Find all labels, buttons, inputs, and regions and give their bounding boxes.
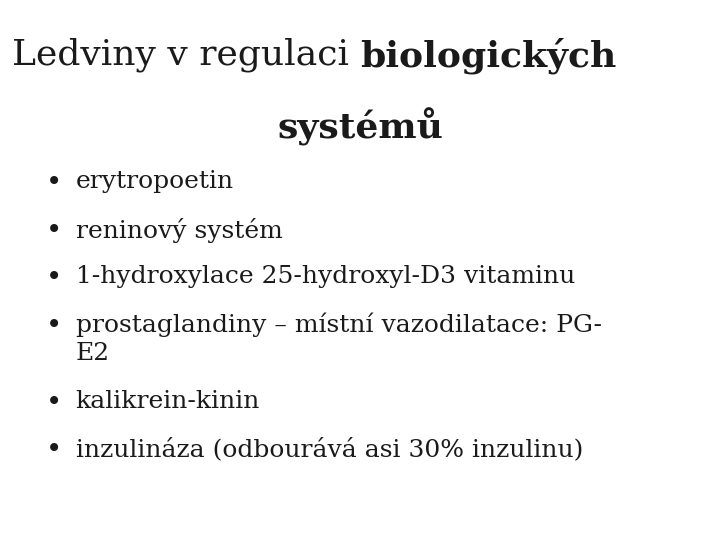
Text: 1-hydroxylace 25-hydroxyl-D3 vitaminu: 1-hydroxylace 25-hydroxyl-D3 vitaminu: [76, 265, 575, 288]
Text: E2: E2: [76, 342, 109, 366]
Text: •: •: [46, 437, 62, 464]
Text: prostaglandiny – místní vazodilatace: PG-: prostaglandiny – místní vazodilatace: PG…: [76, 313, 602, 337]
Text: •: •: [46, 390, 62, 417]
Text: •: •: [46, 218, 62, 245]
Text: •: •: [46, 265, 62, 292]
Text: biologických: biologických: [360, 38, 616, 75]
Text: erytropoetin: erytropoetin: [76, 170, 234, 193]
Text: Ledviny v regulaci: Ledviny v regulaci: [12, 38, 360, 72]
Text: reninový systém: reninový systém: [76, 218, 282, 242]
Text: •: •: [46, 170, 62, 197]
Text: systémů: systémů: [277, 108, 443, 146]
Text: inzulináza (odbourává asi 30% inzulinu): inzulináza (odbourává asi 30% inzulinu): [76, 437, 583, 461]
Text: kalikrein-kinin: kalikrein-kinin: [76, 390, 260, 413]
Text: •: •: [46, 313, 62, 340]
